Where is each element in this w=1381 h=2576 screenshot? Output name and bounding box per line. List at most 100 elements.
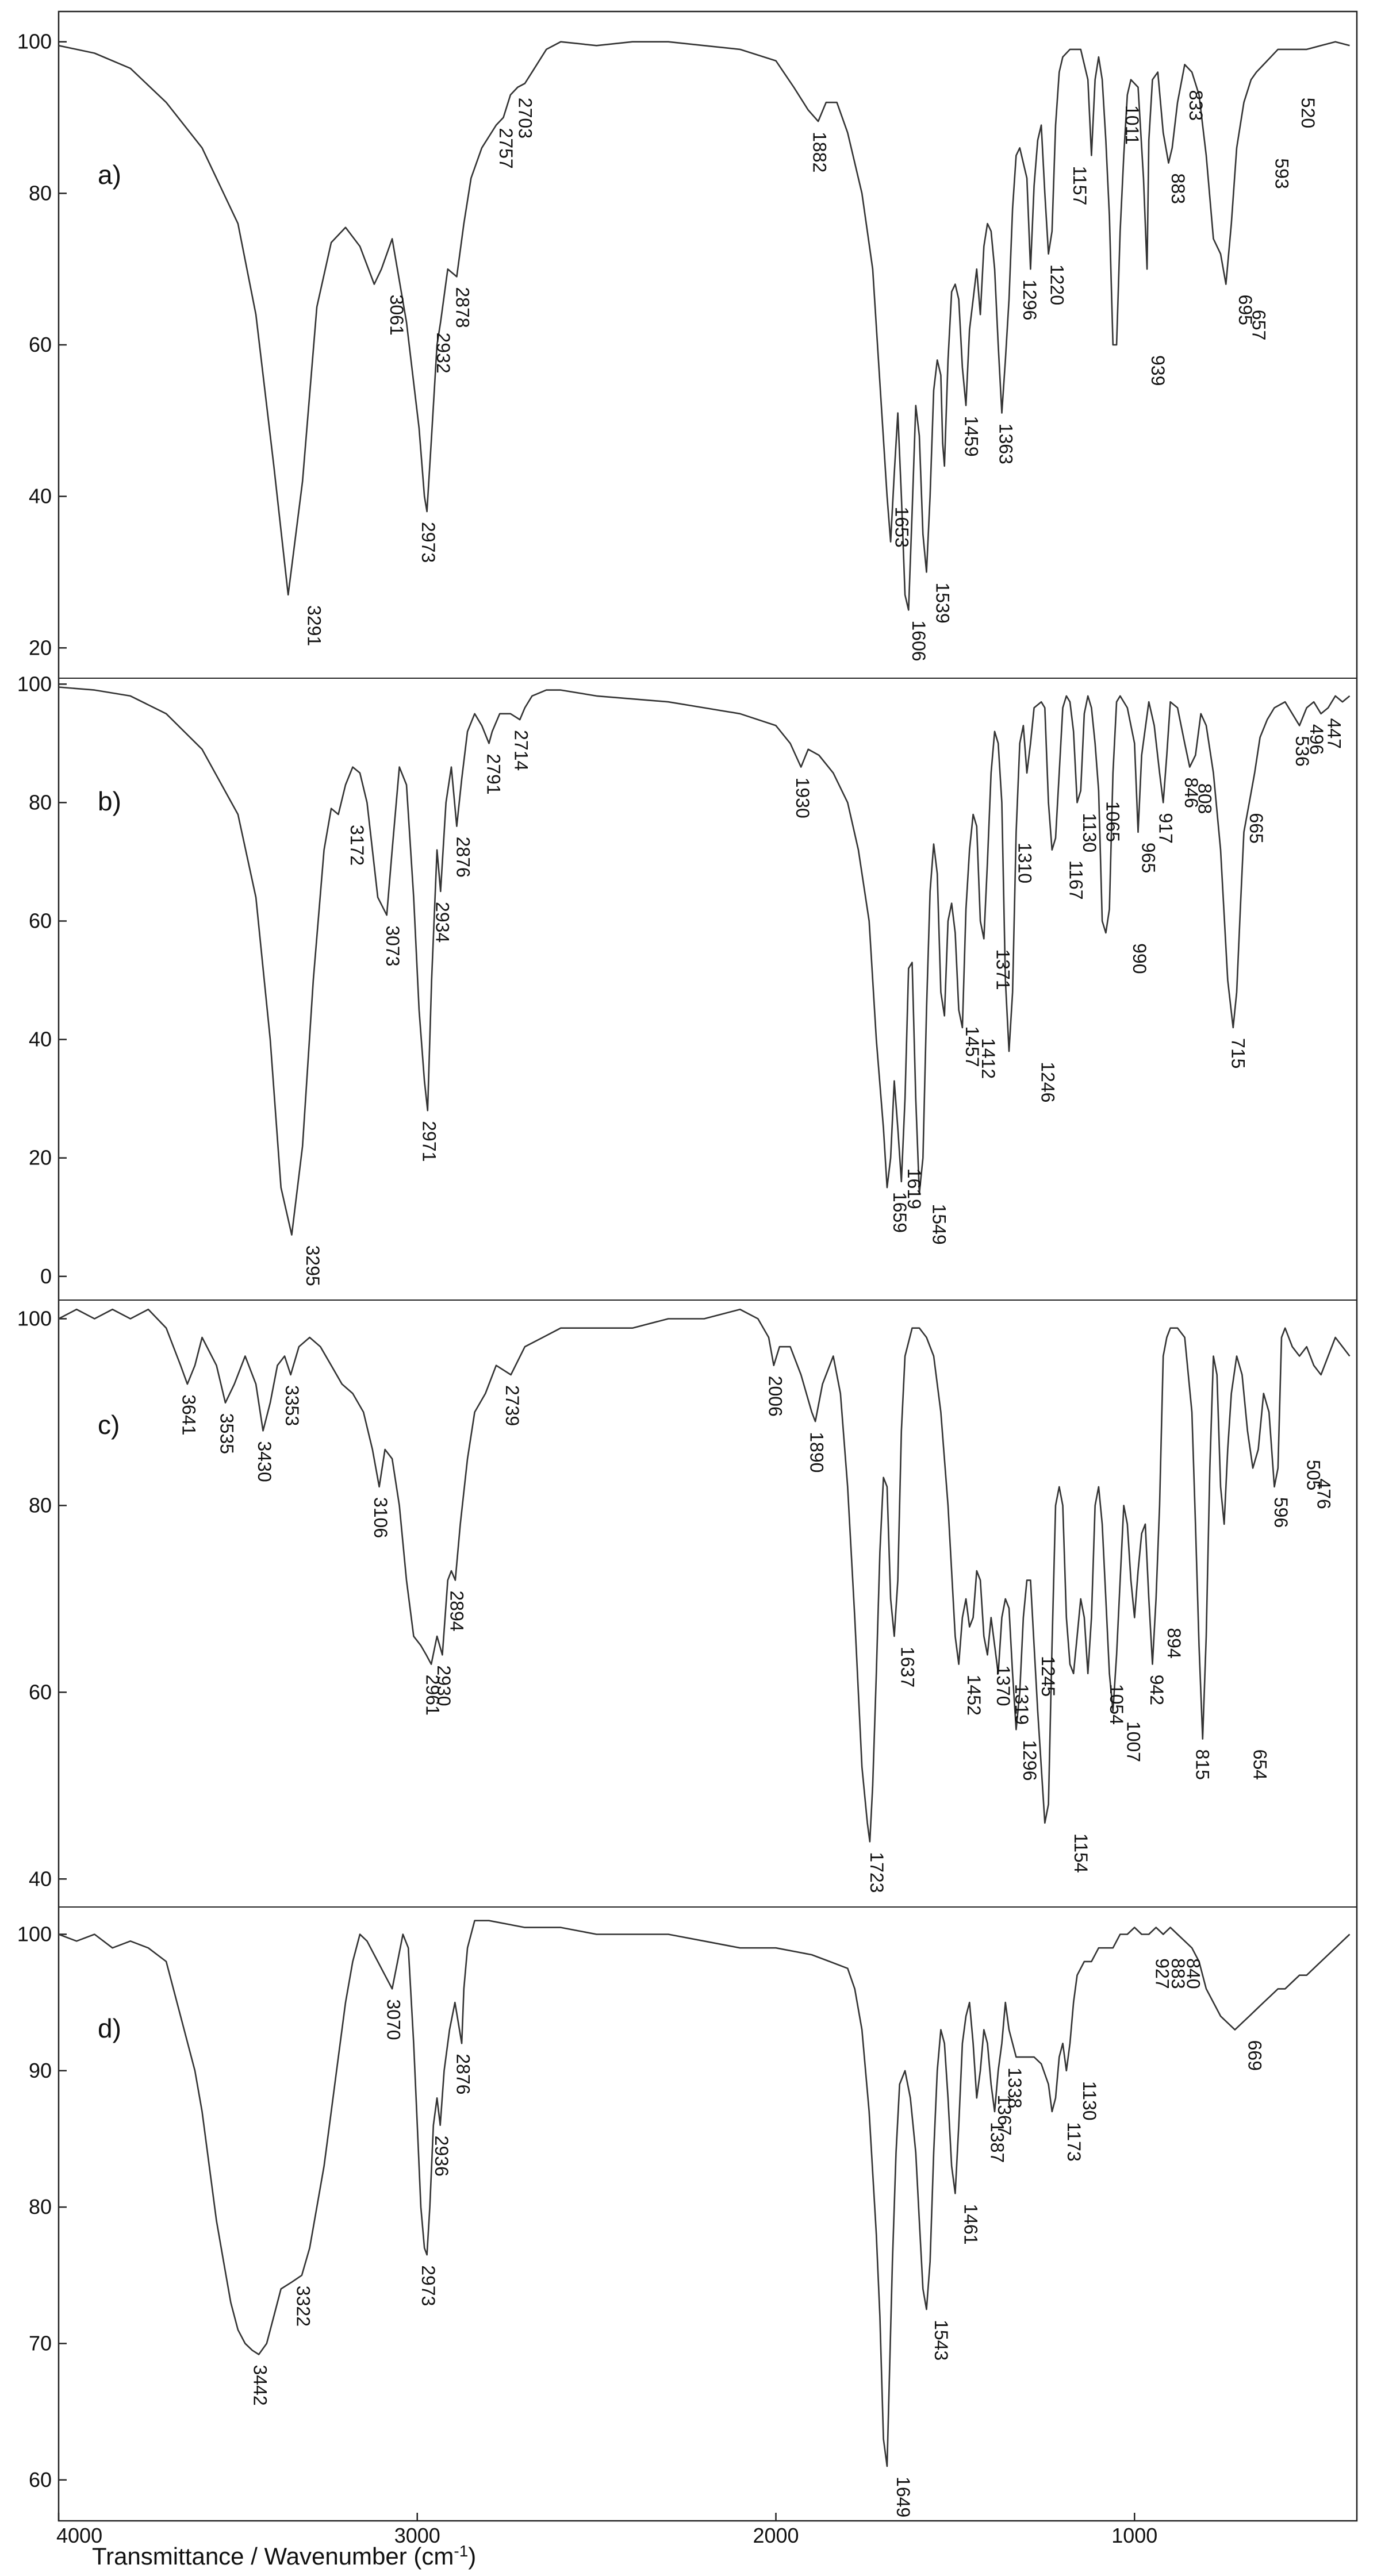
peak-label: 1387 (987, 2122, 1007, 2163)
peak-label: 1130 (1079, 2081, 1100, 2121)
peak-label: 2971 (419, 1121, 439, 1162)
spectrum-line-b (58, 686, 1351, 1236)
peak-label: 2703 (515, 98, 536, 139)
peak-label: 1319 (1011, 1684, 1032, 1725)
peak-label: 657 (1249, 310, 1269, 340)
y-tick-label: 80 (29, 2195, 52, 2219)
panel-label-d: d) (98, 2013, 121, 2043)
peak-label: 846 (1181, 778, 1202, 808)
peak-label: 1549 (929, 1204, 949, 1245)
peak-label: 1245 (1038, 1656, 1058, 1697)
peak-label: 2961 (423, 1675, 443, 1716)
peak-label: 815 (1192, 1750, 1213, 1780)
peak-label: 1653 (892, 507, 912, 548)
peak-label: 3291 (304, 605, 325, 646)
peak-label: 1459 (961, 416, 982, 456)
peak-label: 894 (1164, 1628, 1184, 1658)
peak-label: 1457 (962, 1026, 983, 1067)
peak-label: 1890 (807, 1432, 827, 1472)
peak-label: 1007 (1123, 1721, 1144, 1762)
peak-label: 2973 (418, 2265, 439, 2306)
peak-label: 2894 (446, 1590, 467, 1631)
peak-label: 2878 (452, 287, 473, 328)
panel-a: a) 20 40 60 80 100 3291 3061 2973 2932 2878 2757270… (17, 30, 1350, 662)
peak-label: 1246 (1037, 1062, 1058, 1102)
peak-label: 1619 (904, 1168, 924, 1209)
peak-label: 2876 (453, 837, 474, 878)
peak-label: 3442 (250, 2364, 271, 2405)
peak-label: 669 (1244, 2040, 1265, 2071)
y-tick-label: 0 (40, 1264, 52, 1288)
peak-label: 715 (1228, 1038, 1249, 1068)
peak-label: 505 (1303, 1460, 1324, 1490)
x-tick-label: 1000 (1111, 2524, 1157, 2547)
peak-label: 1371 (992, 949, 1013, 990)
peak-label: 520 (1298, 98, 1318, 128)
peak-label: 1882 (810, 132, 830, 172)
x-axis-title-close: ) (468, 2543, 476, 2570)
y-tick-label: 20 (29, 1146, 52, 1170)
y-tick-label: 100 (17, 672, 52, 695)
peak-label: 1723 (866, 1852, 887, 1893)
peak-label: 1543 (931, 2320, 952, 2360)
peak-label: 2973 (418, 522, 439, 563)
spectrum-line-d (58, 1920, 1351, 2467)
peak-label: 3641 (178, 1394, 199, 1435)
peak-label: 1412 (978, 1038, 999, 1079)
peak-label: 965 (1138, 843, 1159, 873)
peak-label: 654 (1250, 1750, 1271, 1780)
peak-label: 3535 (217, 1413, 237, 1454)
peak-label: 1659 (889, 1192, 910, 1233)
peak-label: 1370 (993, 1665, 1014, 1706)
peak-label: 1930 (792, 778, 813, 818)
peak-label: 883 (1168, 174, 1188, 204)
peak-label: 3353 (282, 1385, 302, 1426)
y-tick-label: 80 (29, 181, 52, 205)
peak-label: 2936 (431, 2136, 452, 2177)
y-tick-label: 60 (29, 1680, 52, 1704)
peak-label: 883 (1168, 1958, 1188, 1989)
peak-label: 3106 (370, 1497, 391, 1538)
peak-label: 1154 (1071, 1833, 1091, 1873)
peak-label: 2934 (432, 902, 452, 943)
panel-d: d) 60 70 80 90 100 3442 3322 3070 2973 2936 2876 164… (17, 1920, 1351, 2517)
peak-label: 3322 (293, 2286, 313, 2327)
peak-label: 1296 (1019, 279, 1040, 320)
peak-label: 596 (1271, 1497, 1291, 1528)
panel-label-b: b) (98, 786, 121, 816)
peak-label: 3061 (386, 295, 407, 336)
peak-label: 1363 (995, 424, 1016, 464)
x-tick-label: 2000 (753, 2524, 799, 2547)
y-tick-label: 90 (29, 2059, 52, 2082)
peak-label: 1338 (1004, 2067, 1025, 2108)
peak-label: 3070 (383, 1999, 404, 2040)
y-tick-label: 80 (29, 790, 52, 814)
peak-label: 2739 (502, 1385, 523, 1426)
peak-label: 3172 (347, 825, 367, 866)
peak-label: 927 (1152, 1958, 1172, 1989)
peak-label: 3430 (254, 1441, 275, 1482)
peak-label: 808 (1195, 783, 1215, 814)
x-tick-label: 3000 (394, 2524, 440, 2547)
y-tick-label: 100 (17, 30, 52, 53)
peak-label: 2932 (433, 332, 454, 373)
x-axis-title-main: Transmittance / Wavenumber (cm (92, 2543, 454, 2570)
peak-label: 1452 (964, 1675, 984, 1716)
peak-label: 2876 (453, 2054, 474, 2094)
panel-label-a: a) (98, 160, 121, 190)
peak-label: 3295 (302, 1245, 323, 1286)
panel-label-c: c) (98, 1410, 120, 1440)
peak-label: 3073 (382, 925, 403, 966)
y-tick-label: 40 (29, 1867, 52, 1890)
peak-label: 695 (1235, 295, 1256, 325)
y-tick-label: 60 (29, 2468, 52, 2492)
peak-label: 496 (1306, 724, 1327, 755)
y-tick-label: 100 (17, 1306, 52, 1330)
x-axis-title-sup: -1 (454, 2542, 468, 2560)
peak-label: 1637 (897, 1647, 918, 1687)
peak-label: 917 (1156, 813, 1176, 843)
panel-b: b) 0 20 40 60 80 100 3295 3172 3073 2971 2934 2876 27… (17, 672, 1351, 1288)
peak-label: 1065 (1102, 801, 1123, 842)
plot-layer: a) 20 40 60 80 100 3291 3061 2973 2932 2878 2757270… (17, 30, 1351, 2547)
peak-label: 2714 (511, 730, 532, 771)
